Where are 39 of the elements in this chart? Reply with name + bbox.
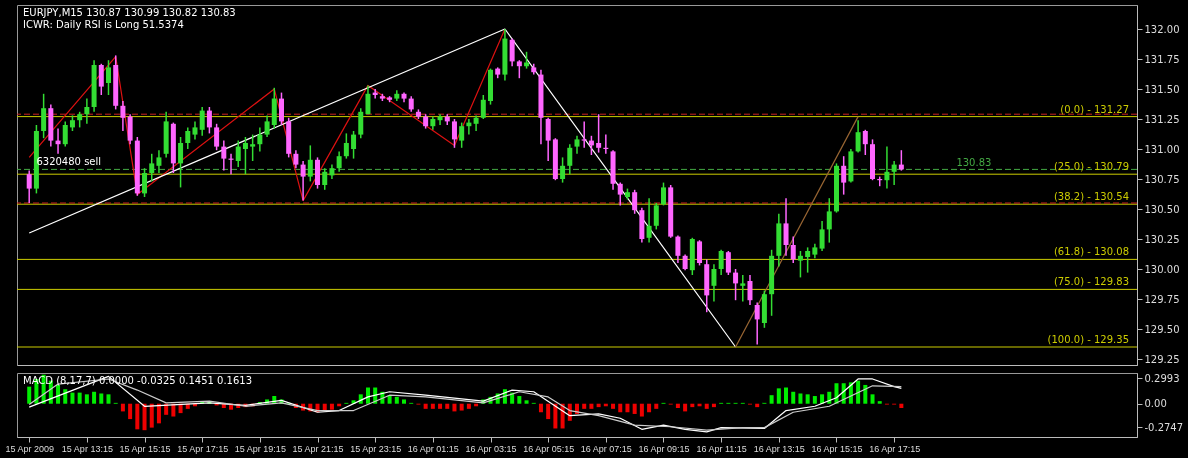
annotation: (75.0) - 129.83 [1053,276,1129,288]
y-tick-label: 130.75 [1144,173,1180,185]
x-tick-label: 16 Apr 11:15 [696,443,747,454]
y-tick-label: 131.50 [1144,83,1180,95]
x-tick-label: 15 Apr 19:15 [234,443,286,454]
annotation: (100.0) - 129.35 [1047,334,1129,345]
x-tick-label: 15 Apr 13:15 [61,443,113,454]
x-tick-label: 16 Apr 17:15 [869,443,921,454]
x-tick-label: 16 Apr 01:15 [407,443,459,454]
x-tick-label: 15 Apr 17:15 [177,443,229,454]
x-tick-label: 15 Apr 23:15 [350,443,402,454]
y-tick-label: 129.25 [1144,353,1180,365]
x-tick-label: 15 Apr 2009 [5,443,54,454]
x-tick-label: 16 Apr 05:15 [523,443,575,454]
ref-line-label: 130.83 [956,157,992,169]
y-tick-label: 130.00 [1144,263,1180,275]
x-tick-label: 16 Apr 03:15 [465,443,517,454]
x-tick-label: 15 Apr 21:15 [292,443,344,454]
y-tick-label: 131.75 [1144,53,1180,65]
x-tick-label: 16 Apr 15:15 [811,443,863,454]
y-tick-label: 132.00 [1144,23,1180,35]
annotation: (0.0) - 131.27 [1060,103,1129,115]
x-tick-label: 15 Apr 15:15 [119,443,171,454]
y-tick-label: 130.25 [1144,233,1180,245]
annotation: EURJPY,M15 130.87 130.99 130.82 130.83 [23,7,236,18]
x-tick-label: 16 Apr 13:15 [753,443,805,454]
y-tick-label: 131.25 [1144,113,1180,125]
y-tick-label: -0.2747 [1144,421,1184,433]
y-tick-label: 0.00 [1144,398,1167,410]
y-tick-label: 130.50 [1144,203,1180,215]
y-tick-label: 131.00 [1144,143,1180,155]
y-tick-label: 0.2993 [1144,372,1180,384]
x-tick-label: 16 Apr 09:15 [638,443,690,454]
x-tick-label: 16 Apr 07:15 [580,443,632,454]
annotation: ICWR: Daily RSI is Long 51.5374 [23,19,184,30]
annotation: (38.2) - 130.54 [1053,191,1129,203]
annotation: (61.8) - 130.08 [1053,246,1129,258]
y-tick-label: 129.75 [1144,293,1180,305]
y-tick-label: 129.50 [1144,323,1180,335]
